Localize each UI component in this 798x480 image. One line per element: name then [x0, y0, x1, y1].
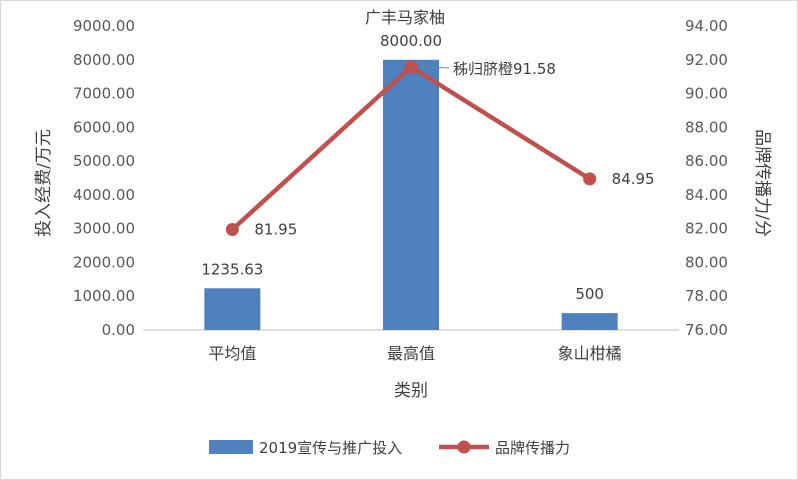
bar-data-label: 1235.63: [201, 260, 263, 278]
y-tick-label: 8000.00: [73, 51, 135, 69]
y2-tick-label: 92.00: [685, 51, 728, 69]
line-data-label: 81.95: [254, 221, 297, 239]
leader-line: [416, 66, 450, 69]
bar-data-label: 500: [575, 285, 604, 303]
chart-title: 广丰马家柚: [365, 8, 445, 27]
y2-tick-label: 80.00: [685, 253, 728, 271]
y2-tick-label: 82.00: [685, 220, 728, 238]
x-axis-title: 类别: [394, 381, 428, 401]
y2-tick-label: 78.00: [685, 287, 728, 305]
line-series: [225, 60, 597, 237]
y2-tick-label: 94.00: [685, 17, 728, 35]
y2-tick-label: 84.00: [685, 186, 728, 204]
y-tick-label: 4000.00: [73, 186, 135, 204]
data-labels: 1235.63 8000.00 500 81.95 秭归脐橙91.58 84.95: [201, 32, 654, 303]
y2-tick-label: 88.00: [685, 118, 728, 136]
line-data-label: 84.95: [612, 170, 655, 188]
y-tick-label: 6000.00: [73, 118, 135, 136]
y-tick-label: 0.00: [102, 321, 135, 339]
bar: [561, 313, 618, 330]
bar-data-label: 8000.00: [380, 32, 442, 50]
line-marker: [225, 223, 239, 237]
y-tick-label: 1000.00: [73, 287, 135, 305]
right-axis: 76.00 78.00 80.00 82.00 84.00 86.00 88.00 90.00…: [685, 17, 728, 339]
y-tick-label: 3000.00: [73, 220, 135, 238]
x-tick-label: 最高值: [387, 344, 435, 363]
y2-tick-label: 90.00: [685, 85, 728, 103]
legend: 2019宣传与推广投入 品牌传播力: [209, 439, 570, 457]
y-tick-label: 9000.00: [73, 17, 135, 35]
legend-line-label: 品牌传播力: [495, 439, 570, 457]
y2-axis-title: 品牌传播力/分: [752, 129, 772, 237]
y-tick-label: 2000.00: [73, 253, 135, 271]
y-tick-label: 7000.00: [73, 85, 135, 103]
line-data-label: 秭归脐橙91.58: [453, 60, 556, 78]
y-tick-label: 5000.00: [73, 152, 135, 170]
bar: [383, 59, 439, 331]
y2-tick-label: 86.00: [685, 152, 728, 170]
line-marker: [583, 172, 597, 186]
line-marker: [404, 60, 418, 74]
left-axis: 0.00 1000.00 2000.00 3000.00 4000.00 5000.00 6…: [73, 17, 135, 339]
bar-series: [204, 59, 618, 331]
x-tick-label: 平均值: [208, 344, 256, 363]
x-axis: 平均值 最高值 象山柑橘: [143, 329, 679, 363]
y-axis-title: 投入经费/万元: [34, 129, 54, 237]
legend-bar-swatch: [209, 440, 253, 454]
y2-tick-label: 76.00: [685, 321, 728, 339]
x-tick-label: 象山柑橘: [558, 344, 622, 363]
bar: [204, 288, 261, 330]
legend-bar-label: 2019宣传与推广投入: [259, 439, 402, 457]
legend-line-marker: [457, 440, 471, 454]
